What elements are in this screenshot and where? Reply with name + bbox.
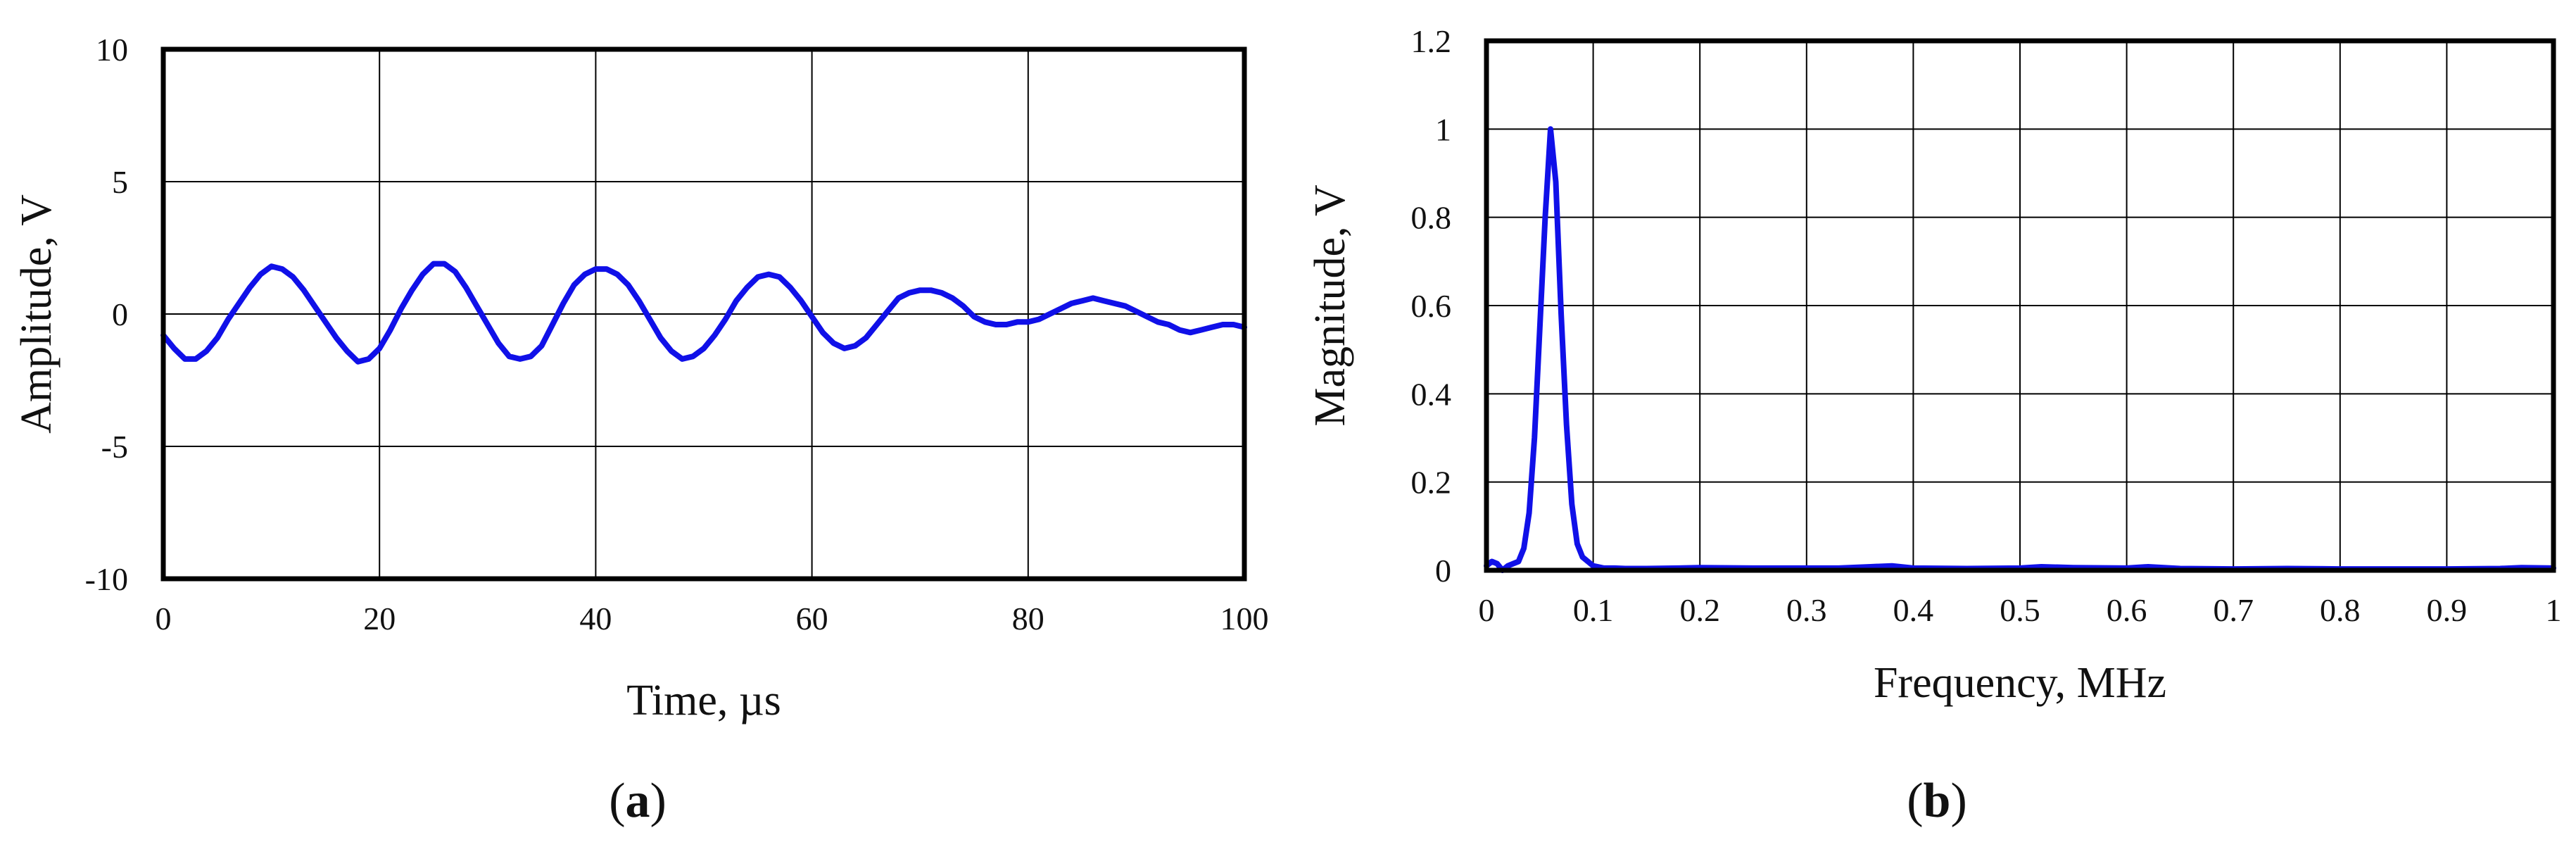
- panel-a-x-axis-title: Time, µs: [626, 677, 781, 724]
- panel-b-label-letter: b: [1924, 774, 1951, 828]
- panel-b-gridlines: [1486, 41, 2553, 570]
- y-tick-label: 5: [112, 164, 128, 200]
- panel-b-frequency-spectrum-chart: 0 0.1 0.2 0.3 0.4 0.5 0.6 0.7 0.8 0.9 1 0 0.2 0.4 0.6…: [1306, 23, 2562, 828]
- x-tick-label: 1: [2546, 592, 2562, 628]
- x-tick-label: 0.2: [1679, 592, 1720, 628]
- y-tick-label: 0.4: [1411, 376, 1452, 412]
- y-tick-label: -5: [101, 429, 128, 465]
- x-tick-label: 0.3: [1786, 592, 1827, 628]
- x-tick-label: 0: [1479, 592, 1495, 628]
- panel-b-y-tick-labels: 0 0.2 0.4 0.6 0.8 1 1.2: [1411, 23, 1452, 589]
- panel-b-y-axis-title: Magnitude, V: [1306, 184, 1354, 426]
- x-tick-label: 20: [363, 601, 396, 636]
- y-tick-label: 10: [96, 32, 128, 68]
- x-tick-label: 80: [1012, 601, 1044, 636]
- y-tick-label: 0: [1435, 553, 1451, 589]
- panel-b-plot-frame: [1484, 38, 2556, 573]
- panel-a-time-domain-chart: 0 20 40 60 80 100 -10 -5 0 5 10 Time, µs Amplitud…: [13, 32, 1269, 828]
- panel-a-y-tick-labels: -10 -5 0 5 10: [85, 32, 128, 597]
- y-tick-label: 0: [112, 296, 128, 332]
- x-tick-label: 0.9: [2427, 592, 2468, 628]
- panel-a-gridlines: [163, 49, 1244, 579]
- panel-a-y-axis-title: Amplitude, V: [13, 194, 61, 434]
- x-tick-label: 100: [1220, 601, 1269, 636]
- x-tick-label: 60: [796, 601, 828, 636]
- x-tick-label: 0.7: [2213, 592, 2254, 628]
- y-tick-label: 1.2: [1411, 23, 1452, 59]
- x-tick-label: 0: [156, 601, 172, 636]
- x-tick-label: 0.8: [2320, 592, 2361, 628]
- y-tick-label: 0.6: [1411, 288, 1452, 324]
- x-tick-label: 40: [579, 601, 612, 636]
- panel-a-plot-frame: [160, 46, 1247, 582]
- panel-a-label: (a): [609, 774, 667, 828]
- y-tick-label: -10: [85, 561, 128, 597]
- panel-b-x-axis-title: Frequency, MHz: [1874, 659, 2166, 707]
- panel-a-label-letter: a: [626, 774, 650, 828]
- x-tick-label: 0.1: [1573, 592, 1614, 628]
- x-tick-label: 0.6: [2107, 592, 2147, 628]
- panel-a-x-tick-labels: 0 20 40 60 80 100: [156, 601, 1269, 636]
- y-tick-label: 0.8: [1411, 200, 1452, 236]
- panel-a-amplitude-series-line: [160, 261, 1247, 365]
- x-tick-label: 0.4: [1893, 592, 1934, 628]
- panel-b-label: (b): [1907, 774, 1967, 828]
- y-tick-label: 0.2: [1411, 465, 1452, 501]
- y-tick-label: 1: [1435, 111, 1451, 147]
- x-tick-label: 0.5: [2000, 592, 2040, 628]
- panel-b-x-tick-labels: 0 0.1 0.2 0.3 0.4 0.5 0.6 0.7 0.8 0.9 1: [1479, 592, 2562, 628]
